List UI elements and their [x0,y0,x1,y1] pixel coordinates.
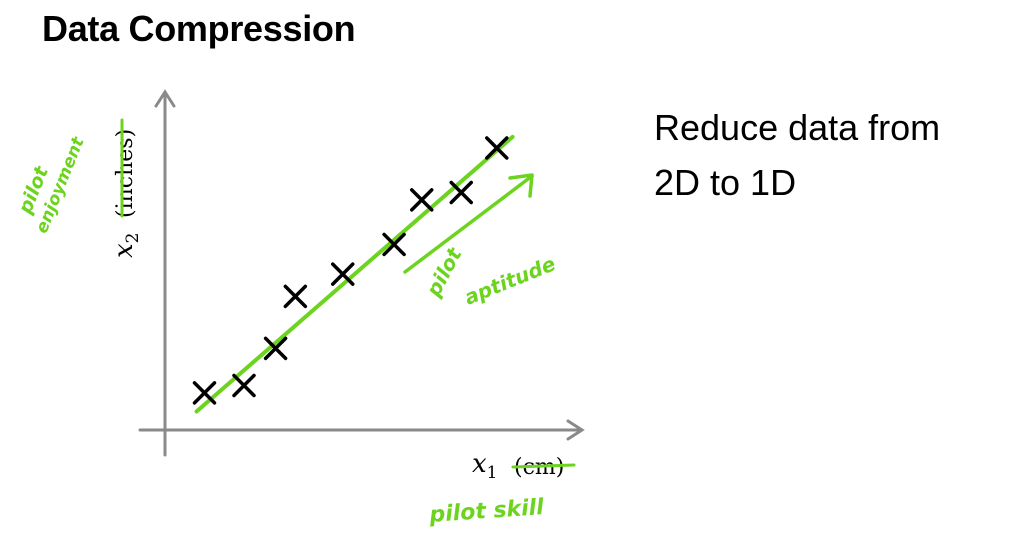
y-new-label-group: pilot enjoyment [14,134,89,237]
line-label-group-2: aptitude [461,251,559,309]
data-point-8 [449,180,473,205]
x-axis-label: x1 [472,449,498,483]
line-label-line1: pilot [421,242,467,301]
line-label-line2: aptitude [461,251,559,309]
x-axis-variable: x [472,449,487,479]
direction-arrow-head [508,173,534,198]
x-axis-subscript: 1 [487,463,498,483]
y-axis-unit: (inches) [113,129,138,218]
axes [138,89,585,457]
slide-title: Data Compression [42,8,356,49]
data-point-7 [410,188,434,212]
data-point-9 [485,136,509,160]
y-axis-label: x2 [109,233,143,259]
description-text: Reduce data from 2D to 1D [654,100,1004,210]
data-point-4 [283,284,308,309]
data-point-3 [263,336,288,361]
line-label-group: pilot [421,242,467,301]
x-axis-arrowhead [566,419,585,441]
y-axis-arrowhead [154,89,176,108]
data-point-6 [382,232,406,257]
description-line-2: 2D to 1D [654,162,797,203]
direction-arrow-shaft [403,174,534,274]
x-unit-strikethrough [511,463,576,469]
data-point-2 [232,373,256,398]
description-line-1: Reduce data from [654,107,941,148]
data-point-5 [331,262,355,286]
y-axis-variable: x [109,243,139,258]
data-point-1 [192,381,217,405]
y-axis-subscript: 2 [123,233,143,244]
x-new-label: pilot skill [428,495,545,528]
y-axis-label-group: x2 (inches) [109,129,143,258]
regression-line [194,134,515,414]
direction-arrow [403,173,534,274]
data-points [192,136,509,405]
